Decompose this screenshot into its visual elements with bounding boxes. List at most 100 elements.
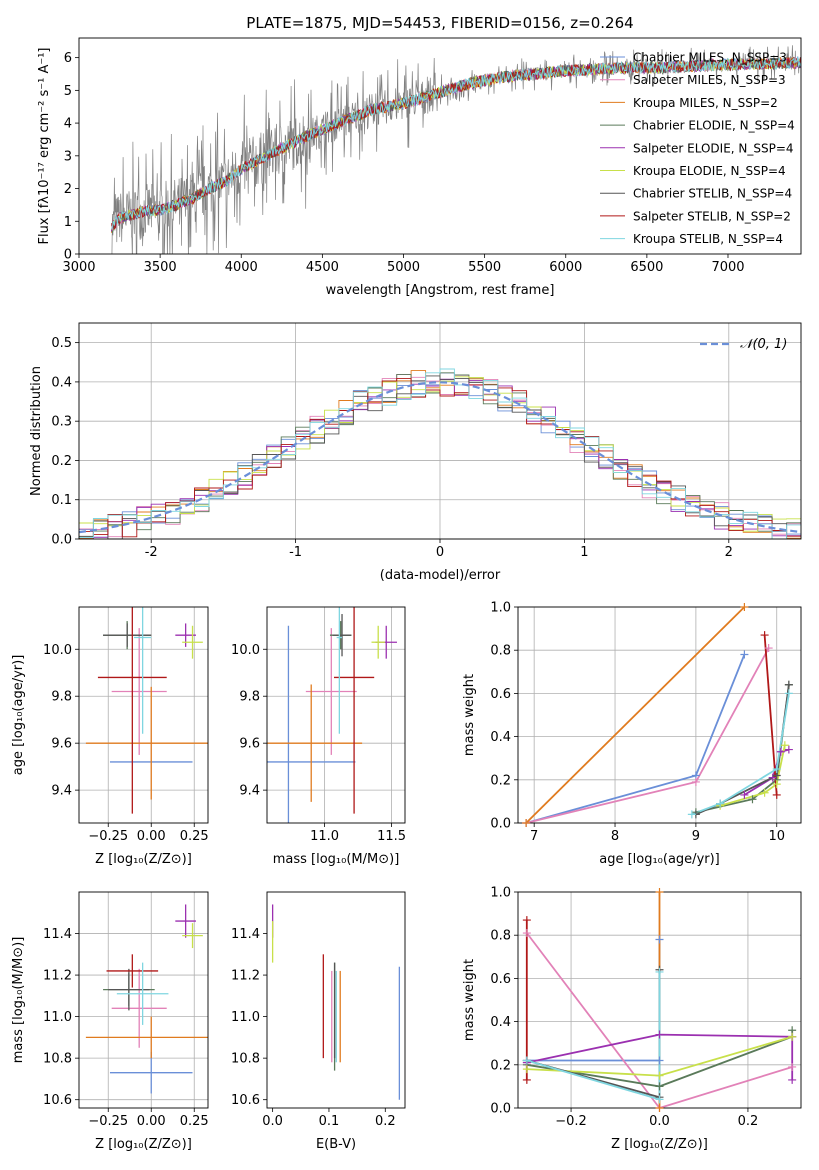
axes-frame xyxy=(517,606,802,824)
marker-salpeter_stelib xyxy=(772,790,781,799)
y-tick-label: 0.8 xyxy=(490,929,511,944)
legend-entry: Kroupa STELIB, N_SSP=4 xyxy=(633,232,783,246)
y-tick-label: 4 xyxy=(64,117,72,132)
plot-area xyxy=(110,45,801,254)
x-tick-label: 0 xyxy=(436,545,444,560)
x-axis-label: Z [log₁₀(Z/Z⊙)] xyxy=(95,852,192,867)
y-tick-label: 2 xyxy=(64,182,72,197)
x-tick-label: 0.00 xyxy=(137,1114,166,1129)
marker-salpeter_miles xyxy=(764,644,773,653)
marker-kroupa_miles xyxy=(655,1104,664,1112)
y-tick-label: 11.2 xyxy=(231,969,260,984)
x-tick-label: 0.25 xyxy=(180,1114,209,1129)
y-tick-label: 6 xyxy=(64,51,72,66)
x-axis-label: Z [log₁₀(Z/Z⊙)] xyxy=(611,1137,708,1152)
y-tick-label: 10.0 xyxy=(43,643,72,658)
marker-chabrier_stelib xyxy=(784,680,793,689)
panel-massweight_vs_Z: −0.2 0.0 0.2 0.0 0.2 0.4 0.6 0.8 1.0 Z [log₁₀(Z/Z… xyxy=(462,886,802,1152)
y-axis-label: age [log₁₀(age/yr)] xyxy=(11,655,26,776)
marker-salpeter_miles xyxy=(522,929,531,938)
mass-weight-line-chabrier_miles xyxy=(526,939,661,1062)
x-tick-label: 0.25 xyxy=(180,829,209,844)
legend-entry: Salpeter STELIB, N_SSP=2 xyxy=(633,209,791,223)
y-tick-label: 0.6 xyxy=(490,687,511,702)
x-tick-label: 0.2 xyxy=(738,1114,759,1129)
y-tick-label: 10.6 xyxy=(43,1093,72,1108)
x-tick-label: 5000 xyxy=(387,260,420,275)
y-tick-label: 9.8 xyxy=(51,690,72,705)
mass-weight-line-salpeter_stelib xyxy=(763,635,778,795)
marker-kroupa_elodie xyxy=(772,780,781,789)
marker-salpeter_elodie xyxy=(788,1075,797,1084)
panel-residuals: -2 -1 0 1 2 0.0 0.1 0.2 0.3 0.4 0.5 (data-model)/er… xyxy=(29,322,802,583)
x-tick-label: 0.0 xyxy=(649,1114,670,1129)
marker-salpeter_stelib xyxy=(760,631,769,640)
y-tick-label: 0.2 xyxy=(490,1058,511,1073)
y-axis-label: Normed distribution xyxy=(29,366,44,496)
marker-salpeter_elodie xyxy=(784,745,793,754)
x-tick-label: -2 xyxy=(145,545,158,560)
axes-frame xyxy=(78,891,209,1109)
marker-kroupa_elodie xyxy=(655,1071,664,1080)
x-tick-label: -1 xyxy=(289,545,302,560)
y-tick-label: 0.0 xyxy=(490,1102,511,1117)
panel-spectrum: 3000 3500 4000 4500 5000 5500 6000 6500 7000 0 1 2 3… xyxy=(37,37,802,298)
axes-frame xyxy=(266,891,406,1109)
hist-kroupa_stelib xyxy=(79,368,801,539)
marker-kroupa_miles xyxy=(740,603,749,611)
legend: Chabrier MILES, N_SSP=3 Salpeter MILES, N… xyxy=(600,51,795,246)
marker-kroupa_stelib xyxy=(655,1095,664,1104)
y-tick-label: 1.0 xyxy=(490,886,511,901)
marker-salpeter_elodie xyxy=(740,790,749,799)
plot-area xyxy=(79,368,801,539)
mass-weight-line-chabrier_miles xyxy=(525,654,746,823)
y-tick-label: 9.6 xyxy=(239,737,260,752)
y-tick-label: 0 xyxy=(64,248,72,263)
x-tick-label: 3500 xyxy=(144,260,177,275)
legend-entry: Kroupa ELODIE, N_SSP=4 xyxy=(633,164,786,178)
y-tick-label: 0.4 xyxy=(490,730,511,745)
x-axis-label: E(B-V) xyxy=(316,1137,356,1152)
y-tick-label: 9.4 xyxy=(239,784,260,799)
y-tick-label: 0.2 xyxy=(490,773,511,788)
x-tick-label: 7 xyxy=(530,829,538,844)
marker-chabrier_elodie xyxy=(748,795,757,804)
marker-chabrier_miles xyxy=(655,935,664,944)
x-tick-label: 0.2 xyxy=(375,1114,396,1129)
y-tick-label: 0.1 xyxy=(51,493,72,508)
y-axis-label: mass weight xyxy=(462,959,477,1041)
marker-kroupa_stelib xyxy=(687,810,696,819)
x-tick-label: 6500 xyxy=(630,260,663,275)
axes-frame xyxy=(78,322,802,540)
y-tick-label: 9.8 xyxy=(239,690,260,705)
y-axis-label: mass [log₁₀(M/M⊙)] xyxy=(11,937,26,1064)
hist-chabrier_stelib xyxy=(79,375,801,539)
marker-kroupa_elodie xyxy=(760,788,769,797)
marker-kroupa_elodie xyxy=(788,1032,797,1041)
plot-area xyxy=(267,607,397,823)
legend-entry: Chabrier ELODIE, N_SSP=4 xyxy=(633,119,795,133)
x-tick-label: 9 xyxy=(692,829,700,844)
y-tick-label: 10.8 xyxy=(231,1052,260,1067)
x-tick-label: 7000 xyxy=(711,260,744,275)
x-tick-label: −0.25 xyxy=(88,1114,128,1129)
x-axis-label: (data-model)/error xyxy=(380,568,501,583)
y-tick-label: 0.8 xyxy=(490,644,511,659)
y-tick-label: 11.0 xyxy=(231,1010,260,1025)
plot-area xyxy=(271,904,401,1100)
plot-area xyxy=(85,904,208,1094)
x-tick-label: 6000 xyxy=(549,260,582,275)
marker-kroupa_stelib xyxy=(772,765,781,773)
marker-salpeter_elodie xyxy=(776,747,785,756)
normal-curve xyxy=(79,381,801,534)
y-tick-label: 10.6 xyxy=(231,1093,260,1108)
x-tick-label: −0.25 xyxy=(88,829,128,844)
marker-kroupa_stelib xyxy=(522,1056,531,1065)
model-line-kroupa_stelib xyxy=(110,56,801,230)
x-tick-label: 0.00 xyxy=(137,829,166,844)
y-tick-label: 0.2 xyxy=(51,454,72,469)
y-tick-label: 11.2 xyxy=(43,969,72,984)
y-tick-label: 3 xyxy=(64,149,72,164)
panel-massweight_vs_age: 7 8 9 10 0.0 0.2 0.4 0.6 0.8 1.0 age [log₁₀(age/yr… xyxy=(462,601,802,867)
marker-chabrier_elodie xyxy=(655,1082,664,1091)
